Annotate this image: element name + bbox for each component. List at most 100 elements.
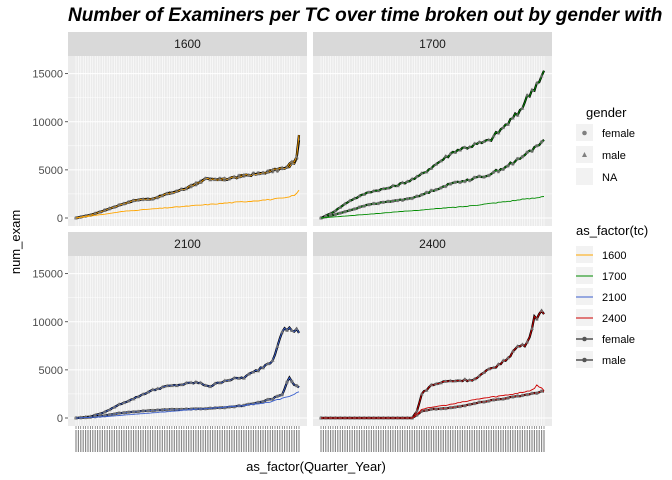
panel-background (68, 56, 307, 226)
x-tick-label (493, 430, 495, 452)
data-point (530, 149, 534, 153)
x-tick-label (476, 430, 478, 452)
data-point (362, 204, 366, 208)
data-point (525, 92, 530, 97)
data-point (290, 379, 294, 384)
x-tick-label (255, 430, 257, 452)
x-tick-label (260, 430, 262, 452)
x-tick-label (392, 430, 394, 452)
x-tick-label (159, 430, 161, 452)
data-point (121, 400, 127, 405)
x-tick-label (365, 430, 368, 452)
data-point (477, 139, 482, 144)
panel-2100: 2100 0 5000 10000 15000 (32, 232, 307, 452)
data-point (280, 165, 285, 170)
data-point (188, 182, 194, 187)
data-point (381, 200, 386, 205)
y-axis-title: num_exam (8, 210, 23, 274)
data-point (347, 198, 352, 203)
data-point (371, 201, 376, 206)
x-tick-label (183, 430, 185, 452)
data-point (539, 308, 544, 313)
x-tick-label (108, 430, 111, 452)
x-tick-label (449, 430, 452, 452)
data-point (169, 383, 175, 388)
x-tick-label (406, 430, 408, 452)
x-tick-label (459, 430, 461, 452)
x-tick-label (502, 430, 504, 452)
data-point (386, 199, 390, 204)
y-tick-label: 0 (57, 213, 63, 225)
x-tick-label (473, 430, 476, 452)
data-point (165, 383, 170, 388)
data-point (400, 198, 405, 203)
x-tick-label (219, 430, 221, 452)
x-tick-label (387, 430, 389, 452)
x-tick-label (425, 430, 428, 452)
x-tick-label (435, 430, 437, 452)
x-tick-label (245, 430, 247, 452)
x-tick-label (212, 430, 214, 452)
x-tick-label (111, 430, 113, 452)
legend-tc-label: 1600 (602, 250, 626, 262)
legend-tc: as_factor(tc) 1600 1700 2100 2400 female male (576, 223, 648, 368)
legend-key-triangle (582, 152, 587, 157)
data-point (347, 208, 352, 213)
data-point (515, 156, 520, 161)
data-point (415, 194, 419, 199)
x-tick-label (296, 430, 298, 452)
series-line (321, 384, 545, 419)
data-point (491, 133, 496, 138)
x-tick-label (466, 430, 468, 452)
data-point (510, 349, 515, 353)
data-point (193, 379, 198, 384)
x-tick-label (101, 430, 103, 452)
x-tick-label (171, 430, 173, 452)
strip-2100 (68, 232, 307, 256)
x-tick-label (154, 430, 156, 452)
data-point (457, 147, 463, 152)
x-tick-label (125, 430, 127, 452)
data-point (184, 380, 189, 385)
data-point (515, 112, 520, 117)
x-tick-label (353, 430, 356, 452)
data-point (188, 380, 194, 385)
x-tick-label (377, 430, 380, 452)
data-point (376, 201, 381, 206)
series-2100-NA (75, 391, 300, 419)
data-point (424, 408, 429, 413)
data-point (410, 196, 414, 201)
data-point (232, 174, 237, 179)
x-tick-label (512, 430, 514, 452)
series-line (320, 196, 545, 219)
series-line (75, 391, 300, 419)
x-tick-label (382, 430, 384, 452)
data-point (405, 179, 410, 183)
data-point (501, 125, 506, 130)
data-point (260, 170, 266, 175)
data-point (443, 379, 448, 383)
x-tick-label (178, 430, 180, 452)
data-point (520, 342, 525, 346)
x-tick-label (298, 430, 300, 452)
x-tick-label (188, 430, 190, 452)
data-point (525, 150, 530, 155)
data-point (285, 380, 289, 385)
x-tick-label (373, 430, 375, 452)
data-point (193, 180, 198, 185)
data-point (261, 399, 265, 404)
data-point (270, 167, 275, 172)
data-point (511, 162, 515, 166)
data-point (467, 377, 472, 382)
data-point (515, 394, 520, 398)
series-1600-male (73, 134, 301, 220)
data-point (222, 176, 227, 180)
x-tick-label (274, 430, 276, 452)
data-point (150, 196, 155, 201)
data-point (208, 177, 213, 182)
data-point (294, 383, 299, 388)
x-tick-label (276, 430, 279, 452)
legend-key-circle (582, 130, 587, 136)
x-tick-label (495, 430, 497, 452)
